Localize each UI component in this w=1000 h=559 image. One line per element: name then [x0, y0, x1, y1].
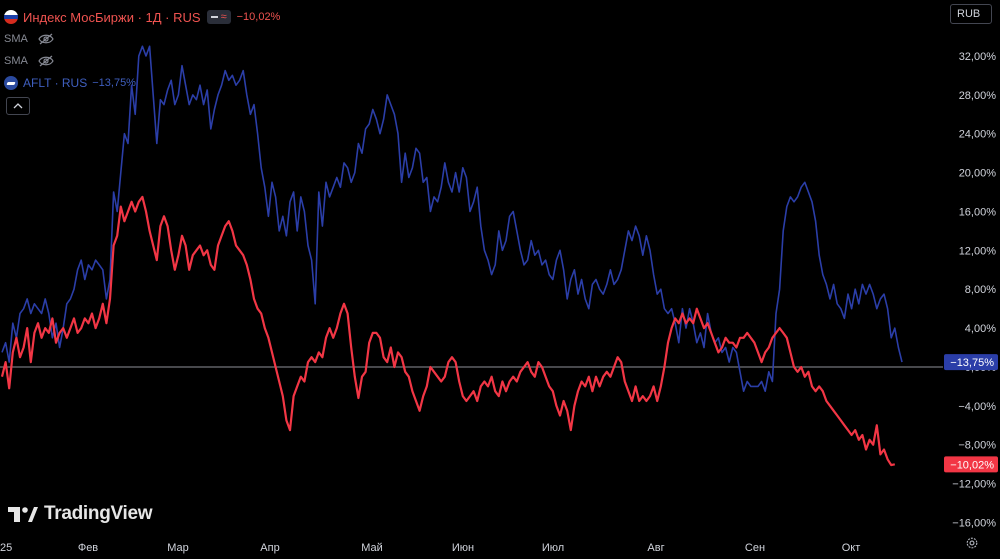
x-tick-label: Сен: [745, 542, 765, 554]
x-tick-label: Апр: [260, 542, 279, 554]
currency-label: RUB: [957, 8, 981, 20]
y-tick-label: −8,00%: [958, 440, 996, 452]
y-tick-label: 4,00%: [965, 323, 996, 335]
x-axis: 25 Фев Мар Апр Май Июн Июл Авг Сен Окт: [0, 542, 860, 554]
y-tick-label: 20,00%: [959, 168, 997, 180]
price-labels: −10,02% −13,75%: [944, 354, 998, 473]
sma-label: SMA: [4, 33, 28, 45]
main-symbol-title: Индекс МосБиржи · 1Д · RUS: [23, 9, 201, 25]
main-change: −10,02%: [236, 11, 281, 23]
eye-hidden-icon[interactable]: [38, 33, 54, 45]
line-style-pill[interactable]: ≈: [206, 10, 231, 24]
y-tick-label: 8,00%: [965, 284, 996, 296]
compare-change: −13,75%: [92, 77, 136, 89]
x-tick-label: Фев: [78, 542, 98, 554]
price-tag-label: −13,75%: [950, 357, 994, 369]
x-tick-label: 25: [0, 542, 12, 554]
sma-label: SMA: [4, 55, 28, 67]
compare-symbol-title: AFLT · RUS: [23, 76, 88, 90]
x-tick-label: Июл: [542, 542, 564, 554]
legend-sma-row-2[interactable]: SMA: [4, 50, 280, 72]
y-tick-label: 28,00%: [959, 90, 997, 102]
dash-icon: [210, 16, 218, 18]
gear-icon[interactable]: [965, 536, 979, 550]
series-layer: [0, 45, 903, 467]
imoex-series-line[interactable]: [0, 195, 896, 467]
legend: Индекс МосБиржи · 1Д · RUS ≈ −10,02% SMA…: [4, 6, 280, 115]
x-tick-label: Окт: [842, 542, 861, 554]
approx-icon: ≈: [220, 10, 227, 23]
tradingview-wordmark: TradingView: [44, 503, 153, 524]
chevron-up-icon: [13, 103, 23, 109]
collapse-legend-button[interactable]: [6, 97, 30, 115]
x-tick-label: Авг: [647, 542, 664, 554]
eye-hidden-icon[interactable]: [38, 55, 54, 67]
aflt-price-tag: [944, 354, 998, 371]
x-tick-label: Май: [361, 542, 383, 554]
price-tag-label: −10,02%: [950, 459, 994, 471]
y-tick-label: −4,00%: [958, 401, 996, 413]
y-tick-label: −12,00%: [952, 479, 996, 491]
legend-compare-row[interactable]: AFLT · RUS −13,75%: [4, 72, 280, 94]
russia-flag-icon: [4, 10, 18, 24]
tradingview-watermark: TradingView: [8, 503, 153, 525]
currency-selector[interactable]: RUB: [950, 4, 992, 24]
y-tick-label: −16,00%: [952, 517, 996, 529]
y-tick-label: 16,00%: [959, 206, 997, 218]
legend-main-row[interactable]: Индекс МосБиржи · 1Д · RUS ≈ −10,02%: [4, 6, 280, 28]
y-tick-label: 12,00%: [959, 245, 997, 257]
y-tick-label: 32,00%: [959, 51, 997, 63]
tradingview-logo-icon: [8, 507, 38, 522]
y-tick-label: 24,00%: [959, 129, 997, 141]
x-tick-label: Мар: [167, 542, 189, 554]
x-tick-label: Июн: [452, 542, 474, 554]
aflt-logo-icon: [4, 76, 18, 90]
y-axis: 32,00% 28,00% 24,00% 20,00% 16,00% 12,00% 8,00…: [952, 51, 996, 529]
aflt-series-line[interactable]: [1, 45, 903, 392]
legend-sma-row-1[interactable]: SMA: [4, 28, 280, 50]
imoex-price-tag: [944, 456, 998, 473]
